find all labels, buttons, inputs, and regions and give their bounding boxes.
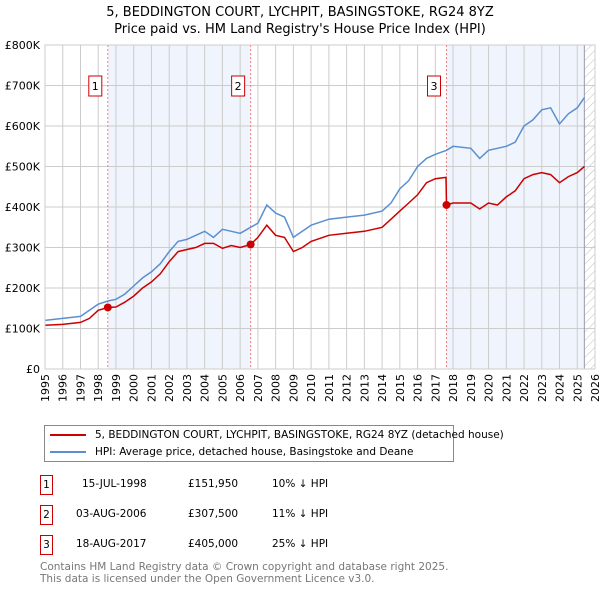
x-tick-label: 1995	[39, 374, 52, 402]
x-tick-label: 2013	[358, 374, 371, 402]
x-tick-label: 2008	[270, 374, 283, 402]
footer-line-2: This data is licensed under the Open Gov…	[40, 573, 375, 585]
x-tick-label: 2005	[216, 374, 229, 402]
x-tick-label: 2018	[447, 374, 460, 402]
x-tick-label: 1998	[92, 374, 105, 402]
transaction-marker: 2	[40, 505, 53, 525]
sale-label: 2	[235, 80, 242, 93]
transaction-date: 15-JUL-1998	[82, 478, 147, 490]
plot-frame	[44, 44, 596, 370]
sale-label-box	[427, 75, 441, 97]
transaction-date: 03-AUG-2006	[76, 508, 147, 520]
chart-title: 5, BEDDINGTON COURT, LYCHPIT, BASINGSTOK…	[0, 4, 600, 38]
y-tick-label: £200K	[5, 282, 41, 295]
sale-label-box	[231, 75, 246, 97]
y-tick-label: £300K	[5, 242, 41, 255]
title-line-1: 5, BEDDINGTON COURT, LYCHPIT, BASINGSTOK…	[106, 5, 494, 20]
transaction-date: 18-AUG-2017	[76, 538, 147, 550]
x-tick-label: 2015	[394, 374, 407, 402]
x-tick-label: 2023	[536, 374, 549, 402]
x-tick-label: 2010	[305, 374, 318, 402]
x-tick-label: 2009	[287, 374, 300, 402]
x-tick-label: 2002	[163, 374, 176, 402]
legend-swatch-blue	[50, 451, 86, 453]
transaction-delta: 11% ↓ HPI	[272, 508, 329, 520]
y-tick-label: £500K	[5, 161, 41, 174]
x-tick-label: 2004	[199, 374, 212, 402]
legend-item-hpi: HPI: Average price, detached house, Basi…	[45, 444, 413, 460]
x-tick-label: 2022	[518, 374, 531, 402]
transaction-row: 1 15-JUL-1998 £151,950 10% ↓ HPI	[40, 475, 440, 495]
x-tick-label: 2020	[483, 374, 496, 402]
y-tick-label: £600K	[5, 120, 41, 133]
series-line	[44, 97, 586, 322]
x-tick-label: 2016	[412, 374, 425, 402]
legend-label: 5, BEDDINGTON COURT, LYCHPIT, BASINGSTOK…	[95, 429, 504, 441]
x-tick-label: 2012	[341, 374, 354, 402]
x-tick-label: 2019	[465, 374, 478, 402]
y-tick-label: £0	[26, 363, 40, 376]
transaction-delta: 25% ↓ HPI	[272, 538, 329, 550]
x-tick-label: 1999	[110, 374, 123, 402]
legend-swatch-red	[50, 434, 86, 436]
sale-point	[103, 303, 112, 312]
x-tick-label: 2014	[376, 374, 389, 402]
y-tick-label: £400K	[5, 201, 41, 214]
x-tick-label: 2007	[252, 374, 265, 402]
legend-item-property: 5, BEDDINGTON COURT, LYCHPIT, BASINGSTOK…	[45, 427, 504, 443]
transaction-price: £307,500	[188, 508, 239, 520]
sale-label-box	[88, 75, 103, 97]
x-tick-label: 2011	[323, 374, 336, 402]
x-tick-label: 2024	[554, 374, 567, 402]
sale-label: 3	[431, 80, 438, 93]
x-tick-label: 1997	[74, 374, 87, 402]
x-tick-label: 2026	[589, 374, 600, 402]
transaction-row: 2 03-AUG-2006 £307,500 11% ↓ HPI	[40, 505, 440, 525]
legend-label: HPI: Average price, detached house, Basi…	[95, 446, 414, 458]
x-tick-label: 2025	[571, 374, 584, 402]
series-line	[44, 165, 585, 327]
sale-point	[442, 200, 451, 209]
transaction-marker: 3	[40, 535, 53, 555]
y-tick-label: £800K	[5, 39, 41, 52]
x-tick-label: 2000	[128, 374, 141, 402]
sale-point	[246, 240, 255, 249]
transaction-marker: 1	[40, 475, 53, 495]
transaction-row: 3 18-AUG-2017 £405,000 25% ↓ HPI	[40, 535, 440, 555]
x-tick-label: 1996	[57, 374, 70, 402]
footer: Contains HM Land Registry data © Crown c…	[40, 561, 448, 585]
transaction-price: £405,000	[188, 538, 239, 550]
sale-label: 1	[92, 80, 99, 93]
x-tick-label: 2003	[181, 374, 194, 402]
x-tick-label: 2001	[145, 374, 158, 402]
y-tick-label: £700K	[5, 80, 41, 93]
x-tick-label: 2021	[500, 374, 513, 402]
legend: 5, BEDDINGTON COURT, LYCHPIT, BASINGSTOK…	[44, 425, 504, 462]
footer-line-1: Contains HM Land Registry data © Crown c…	[40, 561, 449, 573]
y-tick-label: £100K	[5, 323, 41, 336]
price-chart: 1995 1996 1997 1998 1999 2000 2001 2002 2003 2004…	[5, 39, 600, 402]
transaction-price: £151,950	[188, 478, 239, 490]
x-tick-label: 2017	[429, 374, 442, 402]
transaction-delta: 10% ↓ HPI	[272, 478, 329, 490]
x-tick-label: 2006	[234, 374, 247, 402]
title-line-2: Price paid vs. HM Land Registry's House …	[114, 22, 486, 37]
